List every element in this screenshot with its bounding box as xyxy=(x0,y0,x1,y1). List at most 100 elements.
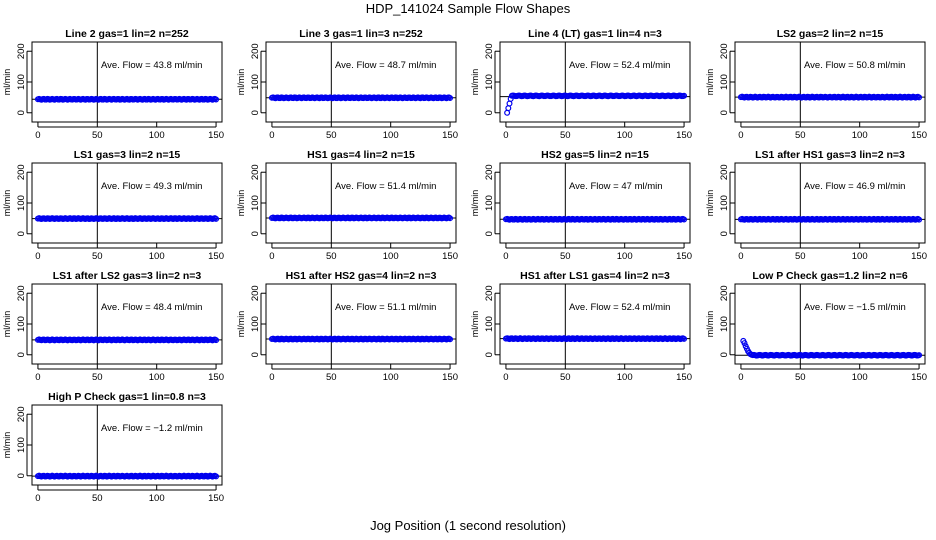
average-flow-annotation: Ave. Flow = −1.5 ml/min xyxy=(804,302,906,313)
panel-title: HS1 after HS2 gas=4 lin=2 n=3 xyxy=(286,270,437,282)
plot-frame xyxy=(31,41,223,123)
y-tick-label: 0 xyxy=(719,110,730,115)
plot-frame xyxy=(265,41,457,123)
x-tick-label: 50 xyxy=(92,251,103,262)
data-point xyxy=(741,340,748,347)
average-flow-annotation: Ave. Flow = 51.4 ml/min xyxy=(335,181,436,192)
x-tick-label: 0 xyxy=(35,251,40,262)
y-tick-label: 100 xyxy=(719,316,730,332)
x-tick-label: 150 xyxy=(911,251,927,262)
x-tick-label: 0 xyxy=(35,130,40,141)
x-tick-label: 50 xyxy=(92,130,103,141)
x-tick-label: 50 xyxy=(326,251,337,262)
plot-frame xyxy=(31,162,223,244)
average-flow-annotation: Ave. Flow = 48.7 ml/min xyxy=(335,60,436,71)
x-tick-label: 100 xyxy=(852,372,868,383)
y-axis-label: ml/min xyxy=(470,311,480,338)
y-tick-label: 100 xyxy=(719,195,730,211)
x-tick-label: 150 xyxy=(442,251,458,262)
x-tick-label: 0 xyxy=(738,130,743,141)
average-flow-annotation: Ave. Flow = −1.2 ml/min xyxy=(101,423,203,434)
y-tick-label: 200 xyxy=(484,43,495,59)
x-tick-label: 100 xyxy=(149,251,165,262)
x-tick-label: 50 xyxy=(795,130,806,141)
x-tick-label: 100 xyxy=(617,130,633,141)
y-tick-label: 200 xyxy=(16,406,27,422)
average-flow-annotation: Ave. Flow = 50.8 ml/min xyxy=(804,60,905,71)
panel-10: HS1 after HS2 gas=4 lin=2 n=3 0 100 200 ml/m… xyxy=(236,270,458,383)
data-point xyxy=(681,335,688,342)
plot-frame xyxy=(734,162,926,244)
data-point xyxy=(916,216,923,223)
panel-13: High P Check gas=1 lin=0.8 n=3 0 100 200 ml/… xyxy=(2,391,224,504)
y-tick-label: 0 xyxy=(16,352,27,357)
data-point xyxy=(213,337,220,344)
y-tick-label: 0 xyxy=(16,473,27,478)
y-tick-label: 100 xyxy=(16,195,27,211)
x-tick-label: 150 xyxy=(208,493,224,504)
average-flow-annotation: Ave. Flow = 52.4 ml/min xyxy=(569,302,670,313)
x-tick-label: 150 xyxy=(676,251,692,262)
x-tick-label: 0 xyxy=(35,372,40,383)
x-tick-label: 0 xyxy=(738,372,743,383)
y-tick-label: 0 xyxy=(484,352,495,357)
y-tick-label: 200 xyxy=(16,164,27,180)
x-tick-label: 100 xyxy=(852,251,868,262)
average-flow-annotation: Ave. Flow = 46.9 ml/min xyxy=(804,181,905,192)
data-point xyxy=(213,96,220,103)
panel-1: Line 2 gas=1 lin=2 n=252 0 100 200 ml/min 0 50… xyxy=(2,28,224,141)
figure-title: HDP_141024 Sample Flow Shapes xyxy=(365,1,571,16)
x-tick-label: 0 xyxy=(269,372,274,383)
y-tick-label: 100 xyxy=(484,316,495,332)
data-point xyxy=(213,473,220,480)
data-point xyxy=(916,352,923,359)
y-tick-label: 100 xyxy=(16,74,27,90)
x-tick-label: 0 xyxy=(738,251,743,262)
figure-x-axis-label: Jog Position (1 second resolution) xyxy=(370,518,566,533)
x-tick-label: 0 xyxy=(269,130,274,141)
panel-title: LS1 after LS2 gas=3 lin=2 n=3 xyxy=(53,270,202,282)
plot-frame xyxy=(734,283,926,365)
y-tick-label: 100 xyxy=(16,316,27,332)
y-axis-label: ml/min xyxy=(2,69,12,96)
panel-3: Line 4 (LT) gas=1 lin=4 n=3 0 100 200 ml/min… xyxy=(470,28,692,141)
y-tick-label: 0 xyxy=(250,231,261,236)
x-tick-label: 150 xyxy=(676,372,692,383)
y-axis-label: ml/min xyxy=(2,432,12,459)
y-tick-label: 200 xyxy=(16,43,27,59)
y-tick-label: 100 xyxy=(719,74,730,90)
y-axis-label: ml/min xyxy=(470,190,480,217)
data-point xyxy=(213,215,220,222)
x-tick-label: 100 xyxy=(383,251,399,262)
x-tick-label: 150 xyxy=(911,372,927,383)
y-axis-label: ml/min xyxy=(470,69,480,96)
panel-title: LS1 after HS1 gas=3 lin=2 n=3 xyxy=(755,149,905,161)
y-tick-label: 0 xyxy=(16,110,27,115)
panel-title: Low P Check gas=1.2 lin=2 n=6 xyxy=(752,270,907,282)
average-flow-annotation: Ave. Flow = 51.1 ml/min xyxy=(335,302,436,313)
y-tick-label: 100 xyxy=(250,74,261,90)
y-axis-label: ml/min xyxy=(705,190,715,217)
y-tick-label: 0 xyxy=(719,352,730,357)
y-axis-label: ml/min xyxy=(705,69,715,96)
y-axis-label: ml/min xyxy=(236,190,246,217)
panel-title: High P Check gas=1 lin=0.8 n=3 xyxy=(48,391,206,403)
panel-12: Low P Check gas=1.2 lin=2 n=6 0 100 200 ml/m… xyxy=(705,270,927,383)
y-tick-label: 200 xyxy=(484,164,495,180)
y-tick-label: 0 xyxy=(484,110,495,115)
x-tick-label: 150 xyxy=(208,130,224,141)
data-point xyxy=(447,336,454,343)
y-tick-label: 0 xyxy=(250,110,261,115)
y-axis-label: ml/min xyxy=(2,311,12,338)
y-tick-label: 0 xyxy=(484,231,495,236)
data-point xyxy=(681,216,688,223)
y-tick-label: 100 xyxy=(16,437,27,453)
y-tick-label: 200 xyxy=(250,285,261,301)
panel-9: LS1 after LS2 gas=3 lin=2 n=3 0 100 200 ml/m… xyxy=(2,270,224,383)
panel-title: HS1 gas=4 lin=2 n=15 xyxy=(307,149,415,161)
data-point xyxy=(681,92,688,99)
x-tick-label: 0 xyxy=(503,372,508,383)
plot-frame xyxy=(265,162,457,244)
x-tick-label: 100 xyxy=(617,372,633,383)
panel-title: LS1 gas=3 lin=2 n=15 xyxy=(74,149,181,161)
